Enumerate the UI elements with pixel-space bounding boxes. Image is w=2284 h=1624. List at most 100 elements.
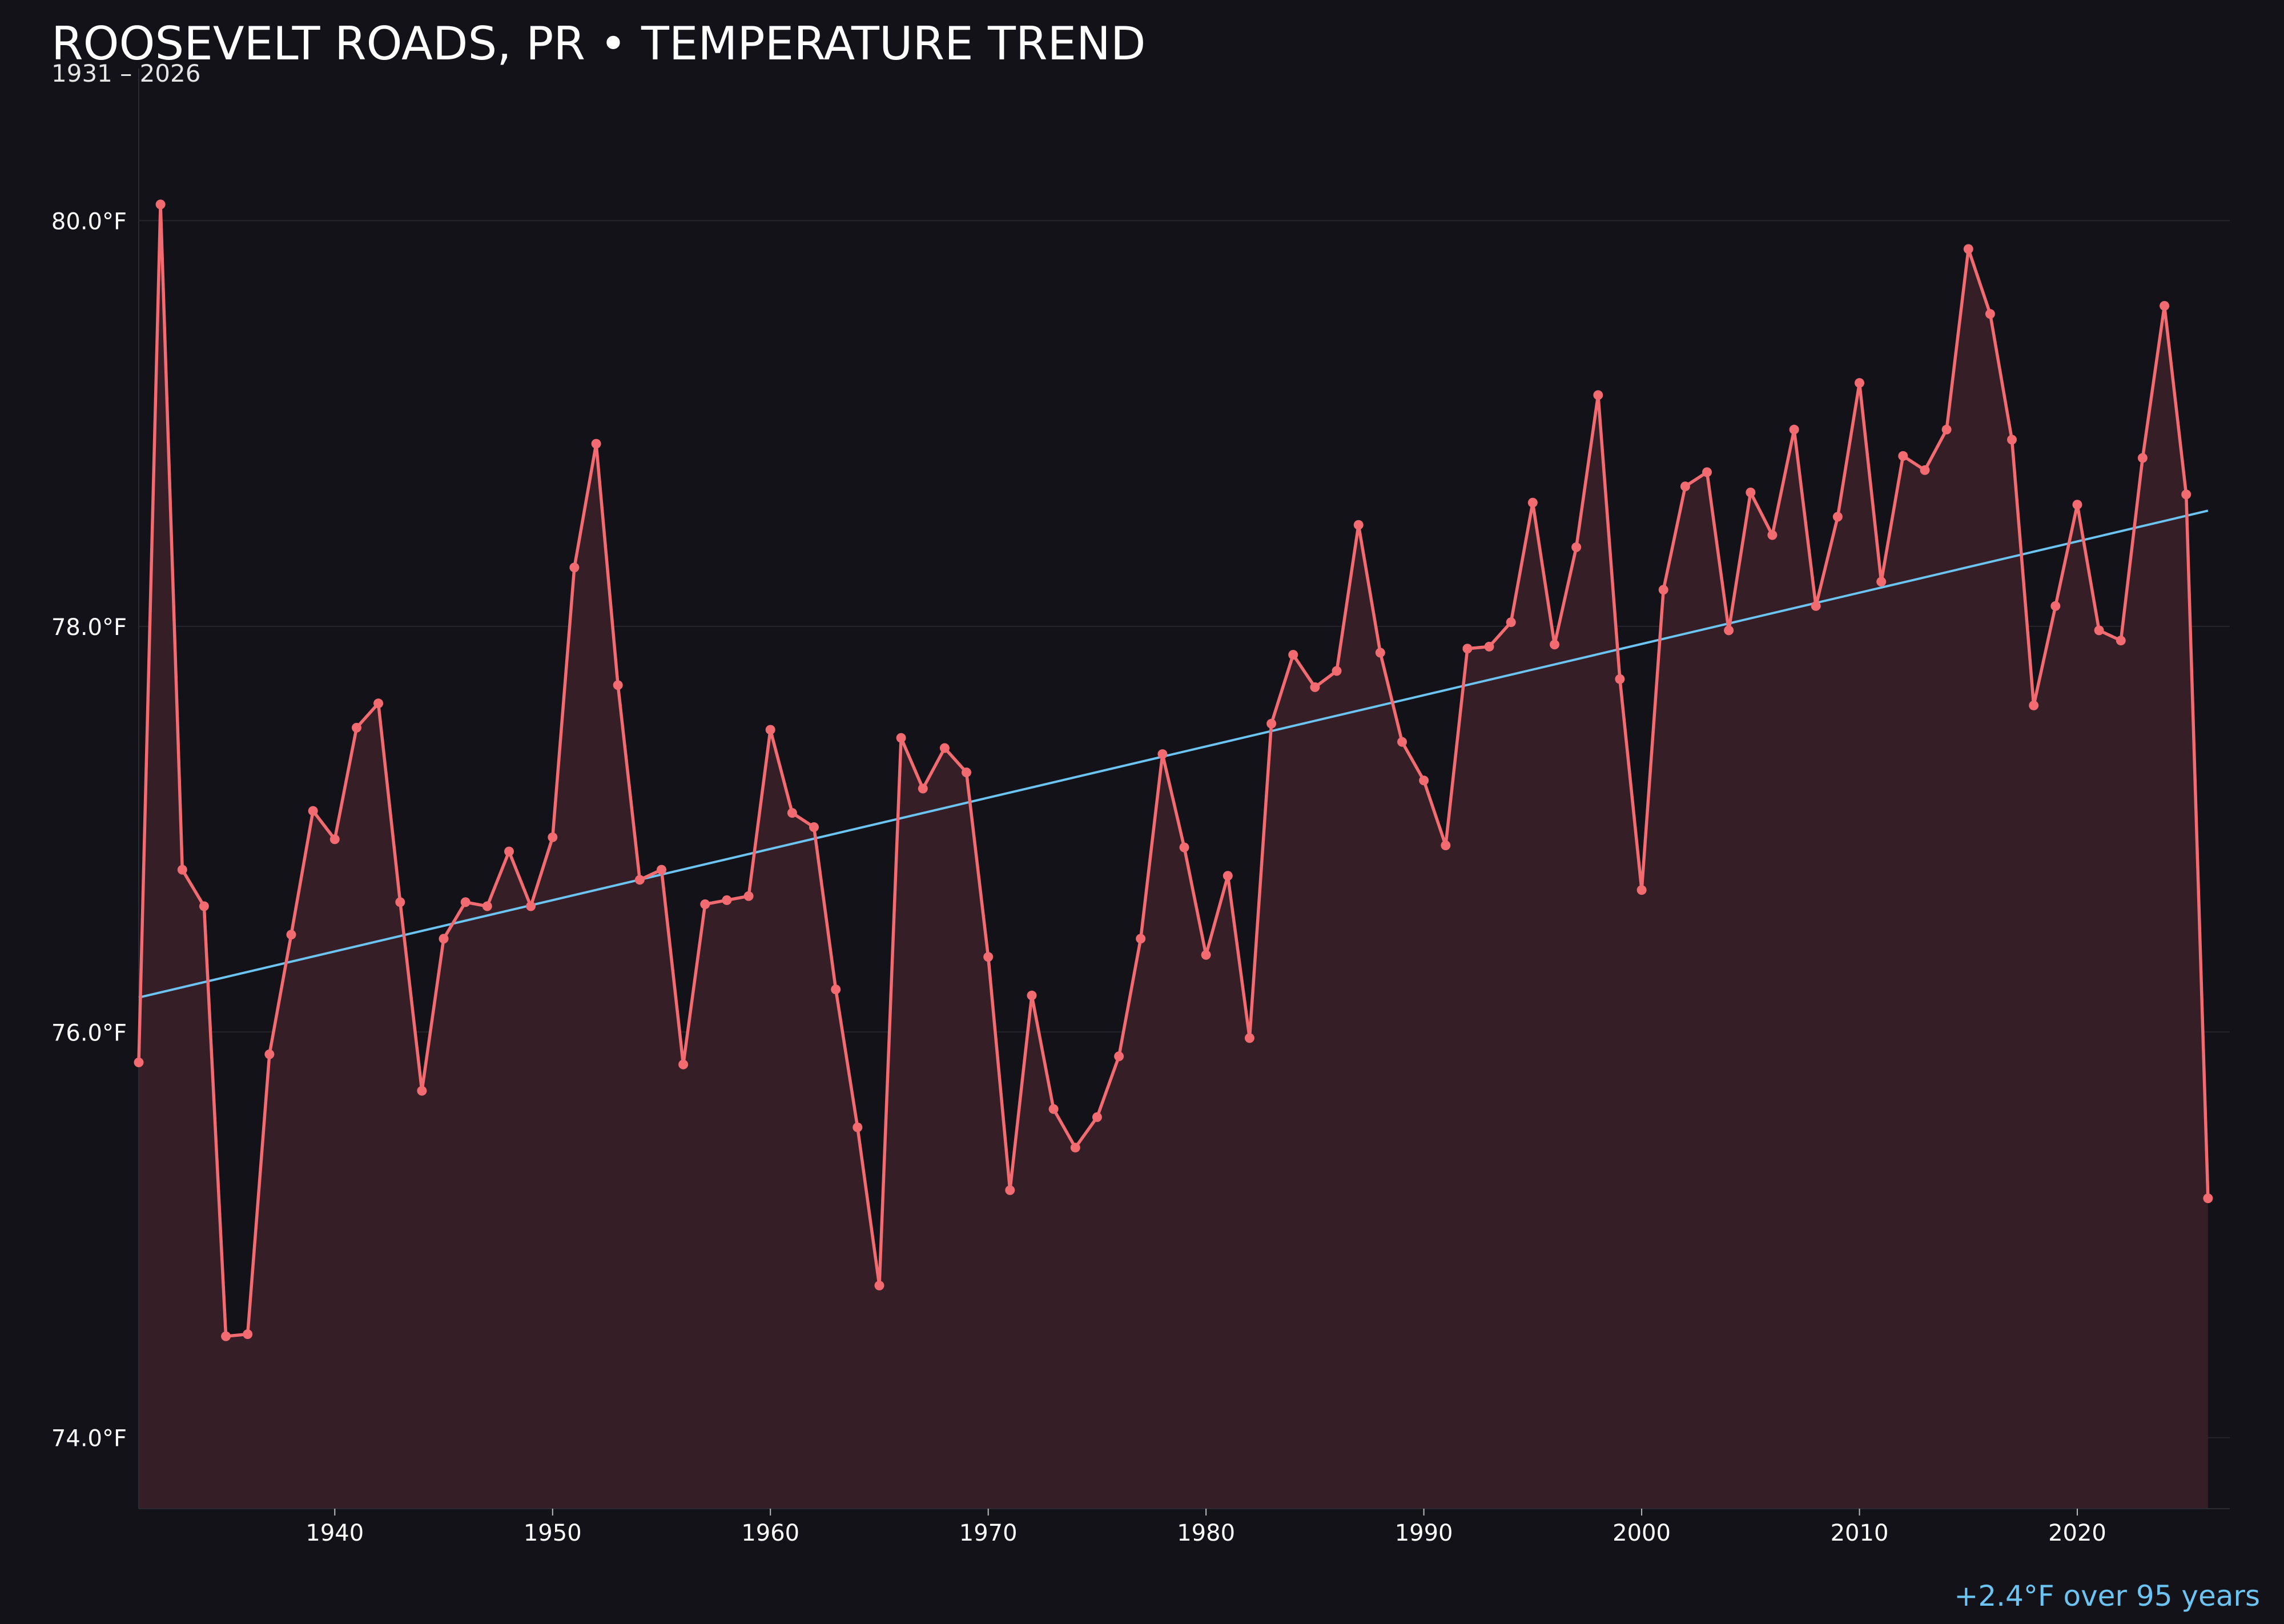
data-point [1920,465,1930,475]
data-point [395,897,405,907]
x-tick-label: 1960 [741,1520,799,1546]
chart-subtitle: 1931 – 2026 [51,59,201,87]
temperature-area-fill [139,204,2208,1509]
data-point [1070,1143,1080,1153]
data-point [373,698,384,709]
data-point [1832,512,1843,522]
x-tick-label: 1950 [524,1520,582,1546]
data-point [1201,950,1211,960]
data-point [1941,424,1952,435]
data-point [1223,871,1233,881]
data-point [657,865,666,875]
data-point [2050,601,2061,611]
data-point [1157,749,1168,759]
data-point [569,562,580,573]
data-point [243,1329,253,1339]
data-point [1985,309,1995,319]
data-point [155,199,166,210]
y-tick-label: 76.0°F [51,1020,127,1046]
data-point [700,899,710,909]
data-point [1855,378,1864,388]
data-point [1702,467,1712,477]
data-point [460,897,471,907]
trend-line [138,509,2209,999]
data-point [1353,520,1364,530]
data-point [1179,842,1189,853]
data-point [1266,718,1277,729]
data-point [1506,617,1516,628]
data-point [1658,585,1668,595]
data-point [983,952,994,962]
data-point [2116,636,2126,646]
data-point [482,901,492,911]
chart-title: ROOSEVELT ROADS, PR • TEMPERATURE TREND [51,17,1146,70]
data-point [134,1058,144,1067]
data-point [918,783,928,794]
data-point [221,1331,231,1341]
data-point [526,901,536,911]
x-tick-label: 1940 [305,1520,364,1546]
data-point [1963,244,1973,254]
data-point [1550,640,1559,650]
data-point [286,930,296,940]
data-point [722,895,732,905]
x-tick-label: 1990 [1395,1520,1453,1546]
data-point [417,1086,427,1096]
data-point [809,822,819,832]
data-point [1571,542,1582,552]
y-axis-ticks: 74.0°F 76.0°F 78.0°F 80.0°F [51,208,127,1452]
data-point [2137,453,2148,463]
data-point [678,1059,689,1070]
data-point [1484,641,1494,652]
x-tick-label: 2010 [1831,1520,1889,1546]
x-tick-label: 1980 [1177,1520,1235,1546]
data-point [896,733,906,743]
y-tick-label: 74.0°F [51,1426,127,1452]
data-point [1527,497,1538,508]
data-point [1767,530,1778,540]
data-point [1005,1185,1015,1195]
data-point [591,439,601,449]
data-point [787,808,797,818]
data-points [134,199,2213,1341]
data-point [2203,1193,2213,1203]
data-point [765,725,775,735]
trend-annotation: +2.4°F over 95 years [1954,1579,2260,1613]
data-point [831,984,841,995]
data-point [1332,666,1342,676]
data-point [1746,487,1756,497]
data-point [1636,885,1647,895]
data-point [1441,841,1451,850]
data-point [853,1122,863,1132]
data-point [1680,481,1690,492]
data-point [2007,435,2017,445]
data-point [1876,577,1887,587]
data-point [177,865,187,875]
y-tick-label: 78.0°F [51,614,127,641]
data-point [1027,990,1037,1000]
data-point [1898,451,1908,461]
area-fill-layer [139,204,2208,1509]
data-point [939,743,950,753]
data-point [1092,1112,1102,1122]
x-tick-label: 2020 [2048,1520,2106,1546]
data-point [308,806,318,816]
x-tick-label: 2000 [1613,1520,1671,1546]
data-point [352,722,361,733]
data-point [874,1280,884,1291]
data-point [264,1049,275,1059]
data-point [1310,682,1320,692]
x-tick-label: 1970 [959,1520,1018,1546]
y-tick-label: 80.0°F [51,208,127,235]
data-point [1419,775,1429,786]
data-point [1397,737,1407,747]
data-point [439,934,449,944]
trend-line-layer [138,509,2209,999]
data-point [1593,390,1603,400]
data-point [1114,1051,1124,1062]
data-point [743,891,754,901]
axes [138,69,2230,1509]
data-point [1811,601,1821,611]
data-point [1288,650,1298,660]
